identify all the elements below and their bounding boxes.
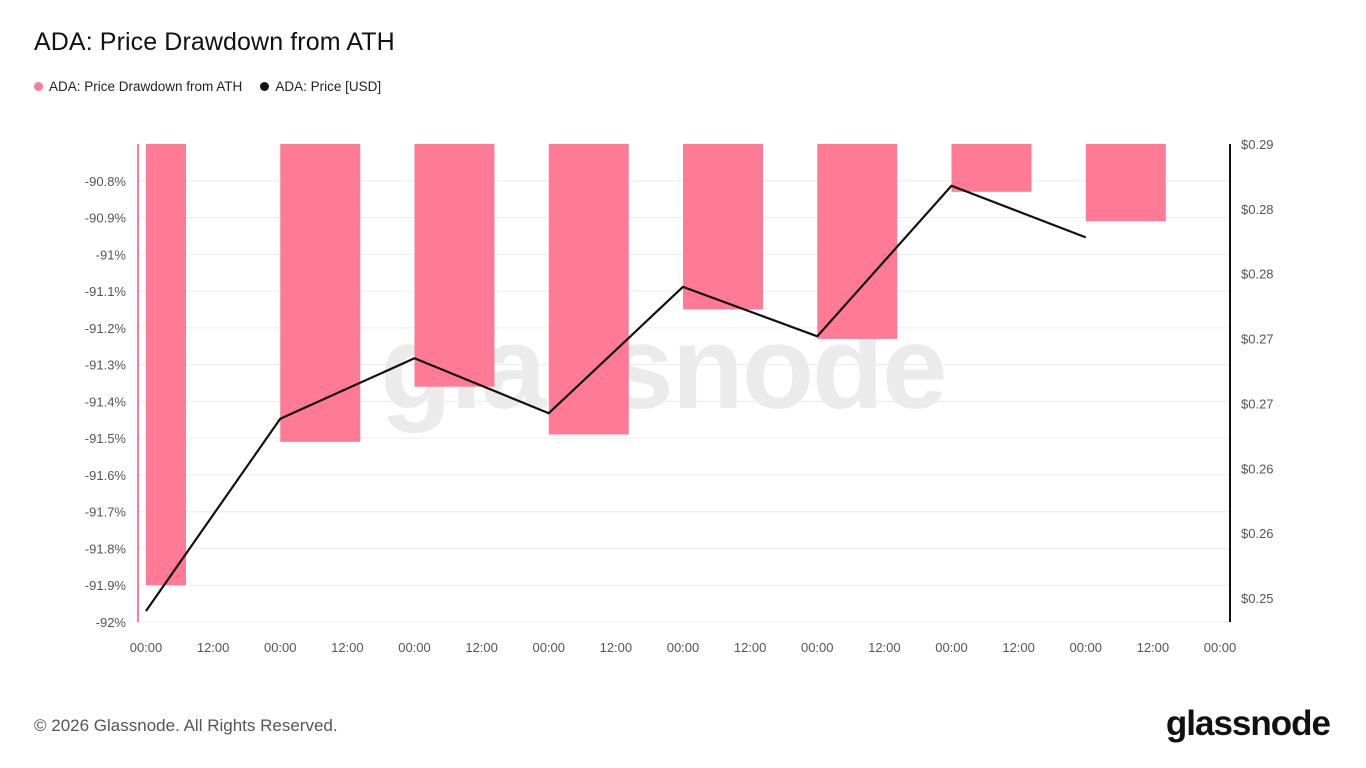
right-axis-tick-label: $0.29 (1241, 137, 1274, 152)
legend-label-price: ADA: Price [USD] (275, 79, 382, 94)
left-axis-tick-label: -91.2% (85, 321, 127, 336)
left-axis-tick-label: -91% (96, 247, 127, 262)
left-axis-tick-label: -91.5% (85, 431, 127, 446)
x-axis-tick-label: 12:00 (331, 640, 364, 655)
left-axis-tick-label: -91.6% (85, 468, 127, 483)
left-axis-tick-label: -91.9% (85, 578, 127, 593)
right-axis-tick-label: $0.28 (1241, 267, 1274, 282)
x-axis-tick-label: 00:00 (264, 640, 297, 655)
drawdown-bar (548, 144, 629, 435)
x-axis-tick-label: 00:00 (667, 640, 700, 655)
x-axis-tick-label: 00:00 (1069, 640, 1102, 655)
left-axis-tick-label: -90.9% (85, 211, 127, 226)
x-axis-tick-label: 00:00 (532, 640, 565, 655)
drawdown-bar (280, 144, 361, 442)
right-axis-tick-label: $0.27 (1241, 332, 1274, 347)
drawdown-bar (146, 144, 186, 586)
glassnode-logo[interactable]: glassnode (1165, 704, 1331, 743)
x-axis-tick-label: 12:00 (734, 640, 767, 655)
left-axis-tick-label: -91.1% (85, 284, 127, 299)
right-axis-tick-label: $0.26 (1241, 526, 1274, 541)
x-axis-tick-label: 12:00 (868, 640, 901, 655)
right-axis-tick-label: $0.28 (1241, 202, 1274, 217)
x-axis-tick-label: 00:00 (130, 640, 163, 655)
drawdown-bar (951, 144, 1032, 192)
x-axis-tick-label: 00:00 (1204, 640, 1237, 655)
right-axis-tick-label: $0.27 (1241, 396, 1274, 411)
x-axis-tick-label: 00:00 (801, 640, 834, 655)
price-line (145, 184, 1087, 612)
left-axis-tick-label: -92% (96, 615, 127, 630)
chart-legend: ADA: Price Drawdown from ATH ADA: Price … (34, 79, 381, 94)
drawdown-bar (817, 144, 898, 339)
left-axis-tick-label: -90.8% (85, 174, 127, 189)
x-axis-tick-label: 12:00 (1002, 640, 1035, 655)
legend-item-price[interactable]: ADA: Price [USD] (260, 79, 381, 94)
copyright-text: © 2026 Glassnode. All Rights Reserved. (34, 716, 338, 735)
x-axis-tick-label: 12:00 (197, 640, 230, 655)
right-axis-tick-label: $0.26 (1241, 461, 1274, 476)
x-axis-tick-label: 12:00 (1137, 640, 1170, 655)
x-axis-tick-label: 00:00 (935, 640, 968, 655)
x-axis-tick-label: 12:00 (600, 640, 633, 655)
legend-item-drawdown[interactable]: ADA: Price Drawdown from ATH (34, 79, 242, 94)
drawdown-bar (1085, 144, 1166, 222)
legend-label-drawdown: ADA: Price Drawdown from ATH (49, 79, 243, 94)
legend-dot-drawdown (34, 82, 43, 91)
left-axis-tick-label: -91.3% (85, 358, 127, 373)
left-axis-tick-label: -91.8% (85, 541, 127, 556)
chart-title: ADA: Price Drawdown from ATH (34, 28, 395, 56)
drawdown-bar (683, 144, 763, 310)
right-axis-tick-label: $0.25 (1241, 591, 1274, 606)
x-axis-tick-label: 12:00 (465, 640, 498, 655)
left-axis-tick-label: -91.7% (85, 505, 127, 520)
drawdown-bar (414, 144, 495, 387)
legend-dot-price (260, 82, 270, 91)
left-axis-tick-label: -91.4% (85, 394, 127, 409)
x-axis-tick-label: 00:00 (398, 640, 431, 655)
